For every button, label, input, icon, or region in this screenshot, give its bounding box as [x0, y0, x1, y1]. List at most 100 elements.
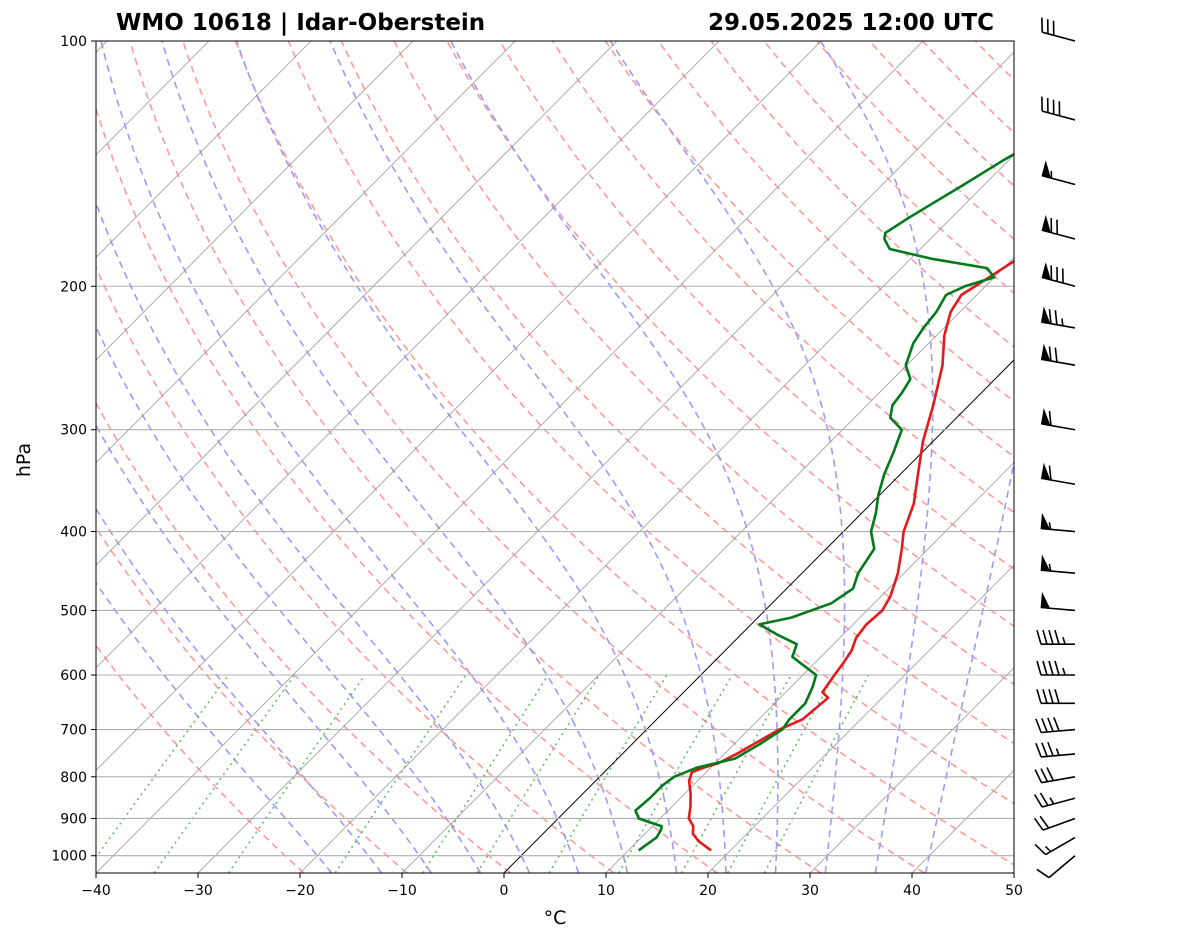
plot-background [96, 41, 1014, 873]
pressure-grid [96, 41, 1014, 857]
x-tick-label: −40 [81, 883, 111, 899]
x-axis: −40 −30 −20 −10 0 10 20 30 40 50 [81, 873, 1023, 899]
dry-adiabat-line [1028, 41, 1181, 873]
wind-barb [1041, 160, 1076, 186]
dry-adiabat-line [604, 41, 1014, 458]
isotherm-line [96, 41, 312, 258]
mixing-ratio-line [476, 674, 601, 873]
wind-barb [1034, 836, 1076, 856]
plot-frame [95, 40, 1015, 874]
isotherm-line [96, 41, 414, 361]
wind-barb [1036, 855, 1076, 879]
y-tick-label: 800 [60, 770, 87, 786]
plot-area [0, 40, 1181, 874]
chart-title-left: WMO 10618 | Idar-Oberstein [116, 10, 485, 36]
dry-adiabat-line [96, 265, 615, 873]
wind-barb [1040, 591, 1076, 612]
y-tick-label: 100 [60, 34, 87, 50]
x-tick-label: 30 [801, 883, 819, 899]
moist-adiabat-line [329, 41, 727, 873]
x-tick-label: −10 [387, 883, 417, 899]
wind-barb [1041, 96, 1076, 121]
mixing-ratio-line [96, 674, 230, 859]
y-tick-label: 500 [60, 603, 87, 619]
mixing-ratio-line [422, 674, 549, 873]
wind-barb [1041, 17, 1076, 42]
wind-barb [1041, 214, 1076, 240]
wind-barb [1035, 717, 1076, 734]
wind-barb [1036, 629, 1075, 646]
isotherm-line [809, 667, 1014, 873]
dry-adiabat-line [1081, 41, 1181, 873]
temperature-profile-line [687, 259, 1014, 852]
x-tick-label: 0 [500, 883, 509, 899]
wind-barbs [1033, 17, 1076, 879]
isotherm-line [605, 462, 1014, 873]
mixing-ratio-line [618, 674, 733, 873]
moist-adiabat-line [450, 41, 779, 873]
wind-barb [1040, 462, 1076, 486]
wind-barb [1036, 689, 1075, 705]
wind-barb [1034, 767, 1076, 784]
y-tick-label: 700 [60, 723, 87, 739]
y-axis-label: hPa [13, 443, 35, 477]
x-tick-label: 50 [1005, 883, 1023, 899]
x-tick-label: 10 [597, 883, 615, 899]
moist-adiabat-line [96, 200, 531, 873]
isotherm-line [299, 154, 1014, 873]
wind-barb [1040, 408, 1076, 431]
moist-adiabat-line [96, 581, 333, 873]
dry-adiabat-line [1134, 41, 1181, 873]
mixing-ratio-line [548, 674, 668, 873]
isotherm-line [96, 41, 720, 669]
wind-barb [1041, 262, 1076, 288]
moist-adiabat-line [96, 325, 482, 873]
moist-adiabat-line [96, 507, 383, 873]
chart-title-right: 29.05.2025 12:00 UTC [708, 10, 994, 36]
y-tick-label: 400 [60, 525, 87, 541]
moist-adiabat-line [161, 41, 629, 873]
zero-isotherm-line [503, 359, 1014, 873]
dry-adiabat-line [551, 41, 1014, 514]
x-tick-label: −30 [183, 883, 213, 899]
moist-adiabat-line [100, 41, 580, 873]
dry-adiabat-line [446, 41, 1014, 628]
moist-adiabat-line [924, 457, 1014, 873]
y-tick-label: 900 [60, 811, 87, 827]
isotherm-line [0, 41, 5, 873]
isotherm-line [96, 41, 516, 464]
isotherm-line [96, 41, 822, 771]
y-tick-label: 1000 [51, 849, 87, 865]
dry-adiabat-line [96, 401, 512, 873]
sounding-profiles [634, 152, 1014, 852]
mixing-ratio-line [334, 674, 467, 873]
isotherm-line [1013, 872, 1014, 873]
dry-adiabat-line [96, 644, 305, 873]
isotherm-line [707, 564, 1014, 873]
moist-adiabat-line [235, 41, 678, 873]
dry-adiabat-line [129, 41, 822, 873]
wind-barb [1040, 343, 1076, 367]
wind-barb [1040, 512, 1076, 533]
dewpoint-profile-line [634, 152, 1014, 852]
dry-adiabat-line [287, 41, 1014, 805]
wind-barb [1035, 741, 1076, 758]
y-tick-label: 600 [60, 668, 87, 684]
isotherm-line [96, 41, 618, 566]
wind-barb [1040, 554, 1076, 574]
x-tick-label: −20 [285, 883, 315, 899]
wind-barb [1033, 792, 1076, 808]
wind-barb [1040, 306, 1076, 329]
dry-adiabat-line [182, 41, 925, 873]
y-tick-label: 300 [60, 423, 87, 439]
y-axis: 100 200 300 400 500 600 700 800 900 1000 [51, 34, 96, 865]
isotherm-line [401, 256, 1014, 873]
mixing-ratio-line [680, 674, 792, 873]
x-tick-label: 40 [903, 883, 921, 899]
isotherm-line [197, 51, 1014, 873]
wind-barb [1036, 660, 1075, 676]
mixing-ratio-line [763, 674, 870, 873]
dry-adiabat-line [96, 526, 408, 873]
x-axis-label: °C [544, 907, 567, 929]
